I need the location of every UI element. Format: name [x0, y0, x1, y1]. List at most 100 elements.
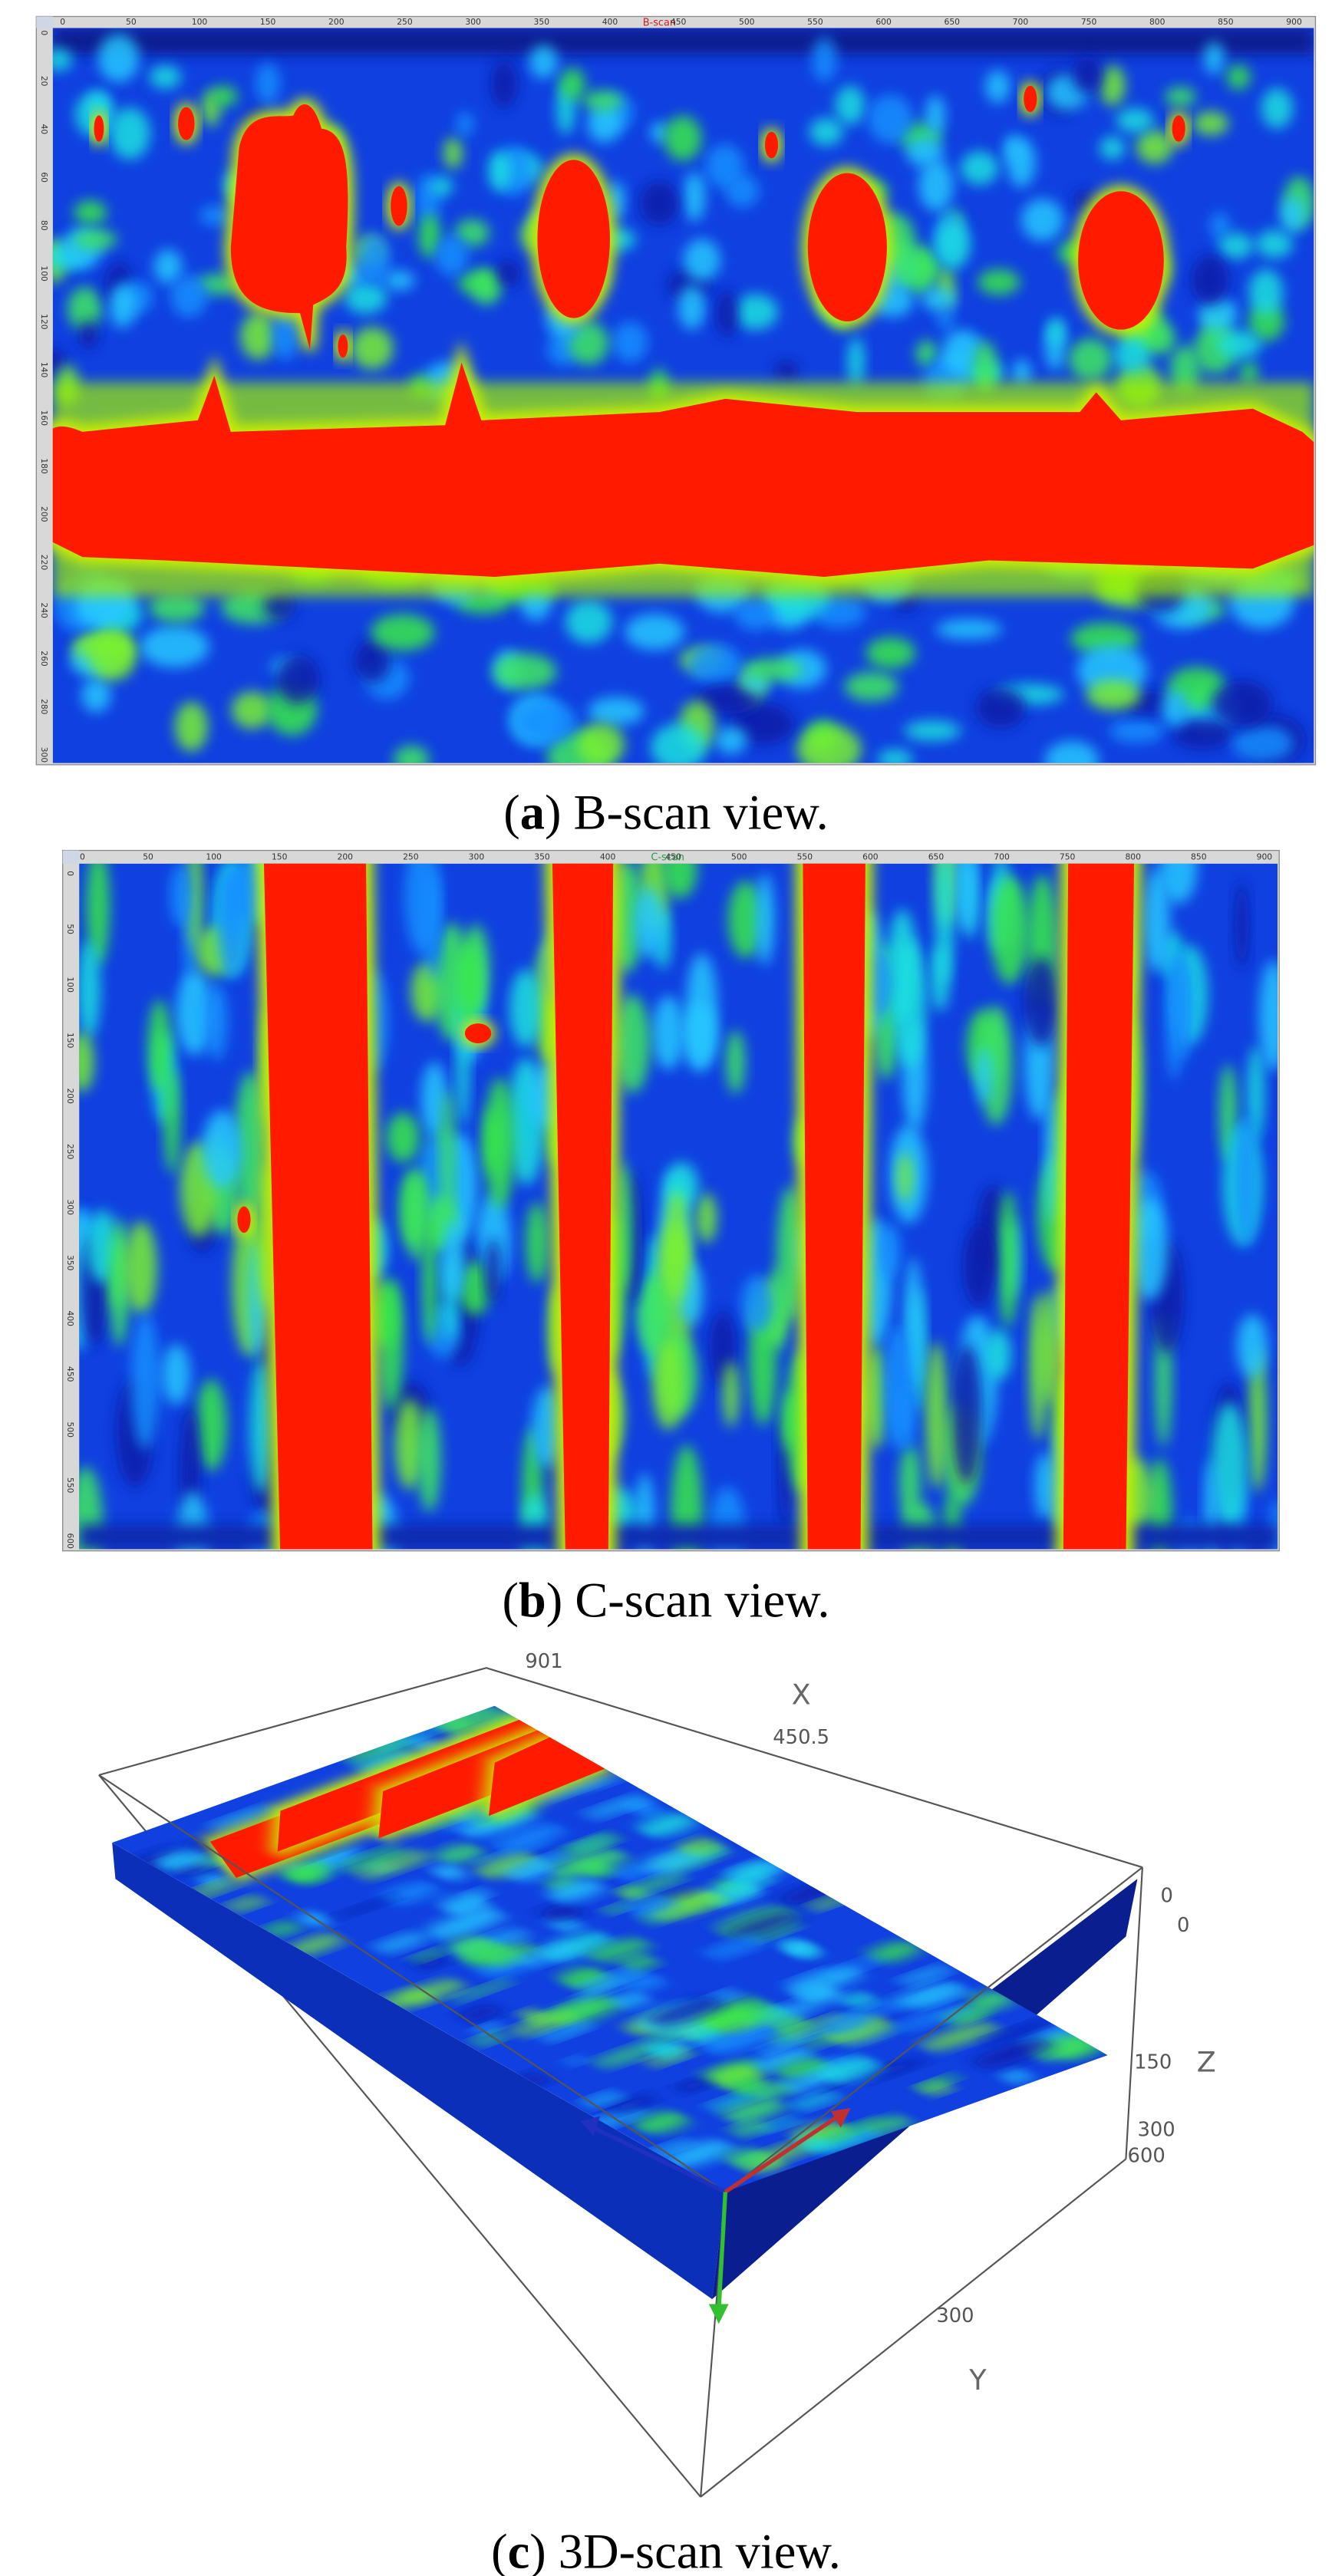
texture-blob	[868, 94, 914, 144]
texture-blob	[357, 234, 391, 286]
x-tick-label: 200	[338, 852, 354, 861]
texture-blob	[476, 1954, 532, 1977]
texture-blob	[1211, 1402, 1248, 1533]
texture-blob	[955, 863, 978, 931]
texture-blob	[109, 107, 150, 160]
gizmo-arrow	[708, 2304, 729, 2324]
texture-blob	[578, 1968, 642, 1991]
texture-blob	[905, 136, 944, 167]
texture-blob	[196, 274, 239, 295]
texture-blob	[1130, 1197, 1169, 1301]
texture-blob	[1240, 361, 1258, 384]
texture-blob	[163, 1069, 180, 1174]
gizmo-x	[589, 2124, 727, 2194]
texture-blob	[664, 1190, 690, 1305]
texture-blob	[153, 249, 183, 285]
texture-blob	[784, 1942, 816, 1956]
texture-blob	[565, 600, 612, 644]
texture-blob	[433, 1865, 465, 1879]
texture-blob	[176, 971, 214, 1056]
x-tick-label: 50	[143, 852, 153, 861]
y-tick-label: 300	[65, 1199, 75, 1215]
x-tick-label: 100	[206, 852, 222, 861]
texture-blob	[505, 1861, 553, 1881]
gizmo-arrow	[580, 2116, 601, 2136]
texture-blob	[1172, 718, 1234, 749]
texture-blob	[196, 1873, 225, 1886]
y-tick-label: 120	[39, 314, 49, 330]
y-tick-label: 160	[39, 410, 49, 427]
texture-blob	[678, 285, 706, 330]
texture-blob	[582, 90, 623, 111]
red-region	[552, 863, 614, 1550]
texture-blob	[819, 2014, 872, 2035]
texture-blob	[588, 697, 645, 726]
y-tick-label: 100	[65, 977, 75, 993]
panel-title: B-scan	[643, 17, 676, 28]
texture-blob	[148, 593, 205, 623]
texture-blob	[577, 723, 625, 763]
texture-blob	[430, 176, 453, 196]
axis-label: 0	[1161, 1884, 1173, 1907]
texture-blob	[649, 1890, 720, 1919]
caption-text: ) C-scan view.	[546, 1573, 830, 1628]
texture-blob	[354, 638, 391, 684]
x-tick-label: 800	[1125, 852, 1141, 861]
texture-blob	[572, 1981, 628, 2001]
texture-blob	[877, 749, 913, 763]
texture-blob	[625, 614, 685, 651]
texture-blob	[529, 44, 558, 79]
texture-blob	[1072, 55, 1103, 94]
texture-blob	[611, 1992, 649, 2008]
texture-blob	[783, 1967, 836, 1987]
texture-blob	[922, 288, 956, 311]
texture-blob	[1192, 111, 1229, 136]
texture-blob	[726, 1875, 773, 1892]
y-tick-label: 0	[65, 871, 75, 876]
texture-blob	[811, 37, 837, 82]
red-region	[178, 107, 195, 140]
texture-blob	[641, 1848, 706, 1874]
y-tick-label: 40	[39, 124, 49, 135]
texture-blob	[240, 313, 277, 360]
texture-blob	[663, 863, 697, 898]
texture-blob	[835, 85, 865, 125]
gizmo-arrow	[830, 2107, 851, 2128]
texture-blob	[170, 275, 208, 318]
texture-blob	[727, 2149, 770, 2168]
texture-blob	[561, 1833, 621, 1856]
caption-letter: a	[520, 786, 545, 840]
c-scan-image	[79, 863, 1278, 1550]
texture-blob	[587, 104, 622, 143]
texture-blob	[650, 121, 669, 143]
caption-open: (	[491, 2524, 507, 2576]
texture-blob	[696, 1998, 767, 2024]
texture-blob	[162, 1344, 191, 1405]
texture-blob	[865, 637, 915, 669]
red-region	[94, 115, 104, 142]
y-tick-label: 500	[65, 1422, 75, 1438]
axis-label: 450.5	[773, 1726, 829, 1749]
texture-blob	[925, 95, 946, 136]
texture-blob	[493, 1824, 565, 1852]
x-tick-label: 900	[1286, 17, 1302, 27]
texture-blob	[1001, 2070, 1032, 2084]
y-tick-label: 250	[65, 1144, 75, 1160]
y-tick-label: 220	[39, 555, 49, 571]
texture-blob	[476, 1853, 539, 1878]
texture-blob	[711, 2006, 778, 2032]
red-region	[537, 160, 610, 318]
texture-blob	[208, 1805, 276, 1830]
x-tick-label: 550	[807, 17, 823, 27]
x-tick-label: 800	[1149, 17, 1166, 27]
texture-blob	[358, 1751, 419, 1774]
texture-blob	[351, 327, 394, 370]
x-tick-label: 50	[126, 17, 137, 27]
texture-blob	[688, 644, 743, 686]
texture-blob	[1169, 345, 1201, 394]
texture-blob	[1044, 741, 1100, 763]
texture-blob	[942, 330, 979, 373]
texture-blob	[615, 994, 651, 1094]
texture-blob	[1235, 881, 1249, 970]
texture-blob	[541, 1904, 582, 1921]
